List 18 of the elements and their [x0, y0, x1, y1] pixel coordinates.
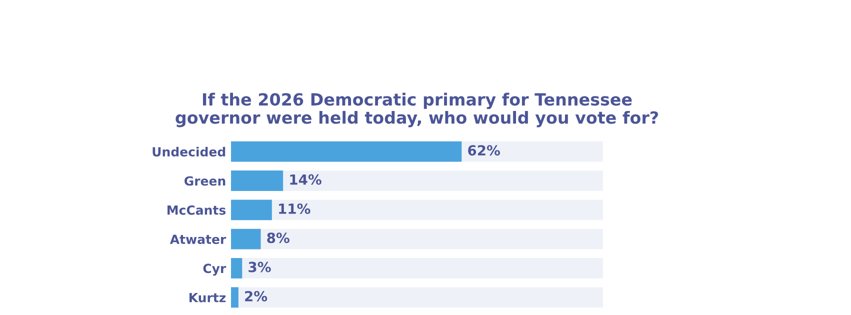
bar	[231, 200, 272, 220]
data-label: 14%	[290, 174, 322, 185]
y-tick-label: Atwater	[170, 234, 226, 244]
data-label: 2%	[245, 290, 268, 302]
bar	[231, 170, 284, 191]
chart-title: If the 2026 Democratic primary for Tennessee governor were held today, who would you vote for?	[176, 92, 658, 128]
data-label: 62%	[468, 145, 500, 156]
y-tick-label: Kurtz	[190, 293, 226, 302]
data-label: 3%	[248, 262, 271, 272]
data-label: 8%	[267, 232, 290, 244]
y-tick-label: McCants	[168, 205, 226, 215]
y-tick-label: Cyr	[203, 264, 226, 276]
data-label: 11%	[279, 203, 310, 214]
bar	[231, 228, 261, 250]
y-tick-label: Undecided	[152, 146, 226, 157]
bar	[231, 287, 238, 308]
bar	[231, 258, 242, 278]
y-tick-label: Green	[184, 176, 226, 186]
